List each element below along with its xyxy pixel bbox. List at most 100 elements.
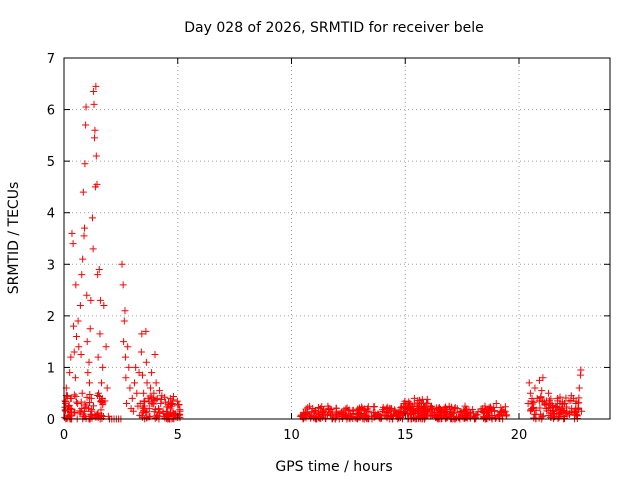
- data-point: [545, 389, 553, 397]
- data-point: [133, 389, 141, 397]
- data-point: [145, 405, 153, 413]
- data-point: [539, 374, 547, 382]
- data-point: [470, 410, 477, 418]
- x-tick-label: 5: [174, 428, 182, 443]
- data-point: [383, 409, 391, 417]
- data-point: [94, 271, 102, 279]
- data-point: [90, 88, 98, 96]
- data-point-dense: [571, 409, 579, 417]
- data-point-dense: [494, 412, 502, 420]
- data-point: [102, 343, 110, 351]
- data-point: [150, 389, 158, 397]
- data-point: [558, 405, 566, 413]
- data-point: [531, 384, 539, 392]
- data-point: [142, 358, 150, 366]
- data-point-dense: [536, 404, 544, 412]
- data-point-dense: [150, 408, 158, 416]
- data-point: [132, 363, 140, 371]
- data-point: [538, 387, 546, 395]
- data-point: [429, 405, 437, 413]
- data-point: [76, 302, 84, 310]
- data-point: [369, 409, 377, 417]
- data-point-dense: [429, 411, 437, 419]
- data-point: [92, 152, 100, 160]
- data-point-dense: [304, 404, 312, 412]
- data-point: [525, 379, 533, 387]
- y-tick-label: 3: [47, 258, 55, 273]
- data-point: [75, 343, 83, 351]
- data-point: [124, 343, 132, 351]
- data-point: [542, 405, 550, 413]
- data-points: [61, 82, 586, 423]
- data-point: [157, 400, 165, 408]
- data-point: [96, 296, 104, 304]
- data-point: [167, 409, 175, 417]
- data-point-dense: [97, 406, 105, 414]
- data-point-dense: [438, 414, 446, 422]
- data-point: [72, 281, 80, 289]
- data-point: [551, 402, 559, 410]
- data-point: [397, 407, 405, 415]
- data-point: [144, 394, 152, 402]
- data-point: [128, 394, 136, 402]
- data-point: [572, 400, 580, 408]
- y-tick-label: 2: [47, 310, 55, 325]
- data-point: [92, 82, 100, 90]
- data-point-dense: [61, 403, 69, 411]
- data-point: [154, 405, 162, 413]
- data-point-dense: [423, 395, 431, 403]
- y-tick-label: 1: [47, 361, 55, 376]
- data-point: [563, 407, 571, 415]
- data-point: [483, 409, 491, 417]
- data-point-dense: [362, 413, 370, 421]
- data-point: [338, 409, 346, 417]
- data-point: [67, 394, 75, 402]
- data-point: [406, 400, 414, 408]
- data-point: [456, 409, 464, 417]
- data-point: [328, 410, 336, 418]
- data-point: [68, 229, 76, 237]
- data-point: [142, 327, 150, 335]
- data-point: [319, 407, 327, 415]
- data-point: [121, 353, 129, 361]
- data-point: [156, 387, 164, 395]
- data-point-dense: [152, 396, 160, 404]
- data-point: [120, 338, 128, 346]
- data-point: [333, 411, 341, 419]
- data-point: [78, 389, 86, 397]
- data-point-dense: [61, 413, 69, 421]
- data-point: [123, 400, 131, 408]
- data-point: [554, 394, 562, 402]
- data-point-dense: [354, 405, 362, 413]
- data-point: [460, 407, 468, 415]
- data-point: [121, 307, 129, 315]
- data-point-dense: [140, 398, 148, 406]
- data-point: [131, 379, 139, 387]
- data-point: [549, 407, 557, 415]
- data-point: [74, 400, 82, 408]
- data-point-dense: [174, 401, 182, 409]
- data-point: [360, 410, 368, 418]
- x-tick-label: 20: [511, 428, 528, 443]
- data-point: [138, 371, 146, 379]
- data-point-dense: [531, 410, 539, 418]
- data-point-dense: [86, 390, 94, 398]
- data-point-dense: [163, 403, 171, 411]
- data-point: [61, 397, 69, 405]
- data-point: [388, 405, 396, 413]
- data-point-dense: [90, 402, 98, 410]
- data-point: [556, 410, 564, 418]
- data-point-dense: [378, 414, 386, 422]
- data-point-dense: [447, 414, 455, 422]
- data-point: [100, 302, 108, 310]
- data-point-dense: [175, 411, 183, 419]
- data-point: [98, 379, 106, 387]
- data-point: [81, 160, 89, 168]
- data-point: [410, 394, 418, 402]
- data-point: [65, 402, 73, 410]
- data-point-dense: [72, 392, 80, 400]
- data-point: [351, 414, 359, 422]
- data-point-dense: [139, 409, 147, 417]
- x-tick-label: 10: [283, 428, 300, 443]
